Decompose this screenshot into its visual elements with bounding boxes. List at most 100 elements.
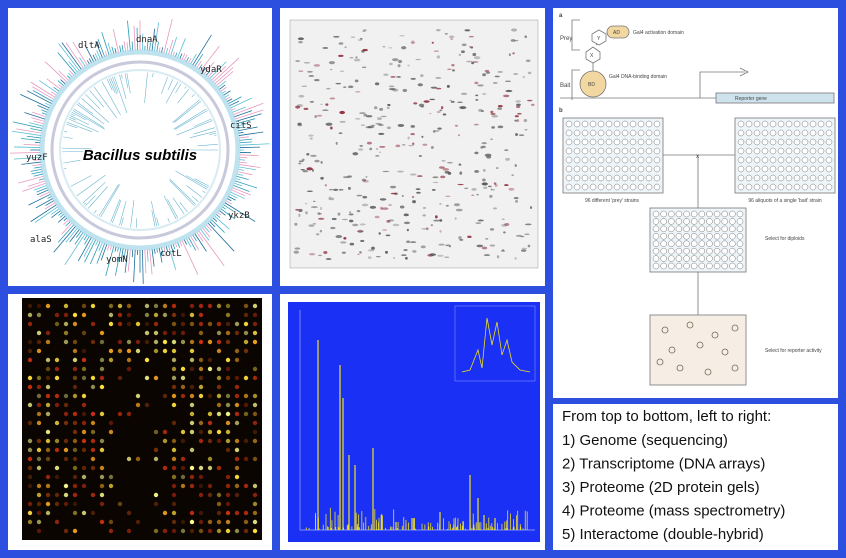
well [582,157,588,163]
spot [412,196,414,198]
array-spot [100,484,104,488]
well [729,233,735,239]
well [810,139,816,145]
well [770,166,776,172]
array-spot [109,529,113,533]
array-spot [163,466,167,470]
spot [323,251,327,254]
well [606,184,612,190]
array-spot [46,358,50,362]
spot [474,124,479,126]
well [691,211,697,217]
array-spot [163,529,167,533]
array-spot [181,367,185,371]
array-spot [55,448,59,452]
array-spot [118,376,122,380]
spot [371,125,375,126]
spot [340,70,344,72]
array-spot [82,376,86,380]
array-spot [64,331,68,335]
well [794,139,800,145]
spot [306,153,309,156]
well [802,139,808,145]
spot [417,175,423,177]
array-spot [46,457,50,461]
spot [368,256,372,258]
spot [383,74,388,76]
array-spot [199,466,203,470]
well [691,248,697,254]
spot [362,204,369,207]
spot [514,120,517,122]
spot [360,38,363,39]
well [668,248,674,254]
spot [490,228,494,231]
well [661,241,667,247]
spot [461,93,467,95]
spot [378,124,384,126]
spot [476,245,483,248]
spot [378,133,384,135]
caption-item: 5) Interactome (double-hybrid) [562,526,764,543]
well [737,211,743,217]
well [818,157,824,163]
array-spot [172,358,176,362]
well [699,226,705,232]
spot [422,144,427,146]
array-spot [100,376,104,380]
spot [478,220,484,222]
array-spot [118,412,122,416]
spot [350,243,355,246]
spot [295,60,300,62]
array-spot [172,376,176,380]
spot [491,113,496,115]
spot [515,200,518,203]
spot [407,229,409,232]
spot [514,257,516,259]
array-spot [100,331,104,335]
spot [354,59,361,62]
spot [436,88,441,90]
array-spot [154,502,158,506]
array-spot [55,493,59,497]
array-spot [100,466,104,470]
well [810,184,816,190]
array-spot [154,529,158,533]
well [676,263,682,269]
spot [342,252,346,254]
array-spot [100,520,104,524]
array-spot [37,439,41,443]
spot [335,83,341,84]
array-spot [181,394,185,398]
well [661,226,667,232]
spot [458,236,462,239]
well [746,157,752,163]
well [590,139,596,145]
well [638,139,644,145]
spot [445,171,450,174]
spot [490,245,495,247]
spot [528,245,530,248]
spot [330,126,333,129]
array-spot [208,421,212,425]
well [737,218,743,224]
well [654,148,660,154]
spot [310,101,314,103]
spot [330,97,336,99]
array-spot [37,466,41,470]
well [684,263,690,269]
well [826,166,832,172]
array-spot [100,385,104,389]
array-spot [217,430,221,434]
spot [356,195,362,197]
well [691,226,697,232]
well [746,166,752,172]
spot [349,220,353,223]
array-spot [235,322,239,326]
spot [412,142,414,145]
array-spot [154,331,158,335]
array-spot [28,439,32,443]
well [668,233,674,239]
well [699,233,705,239]
spot [379,146,385,148]
